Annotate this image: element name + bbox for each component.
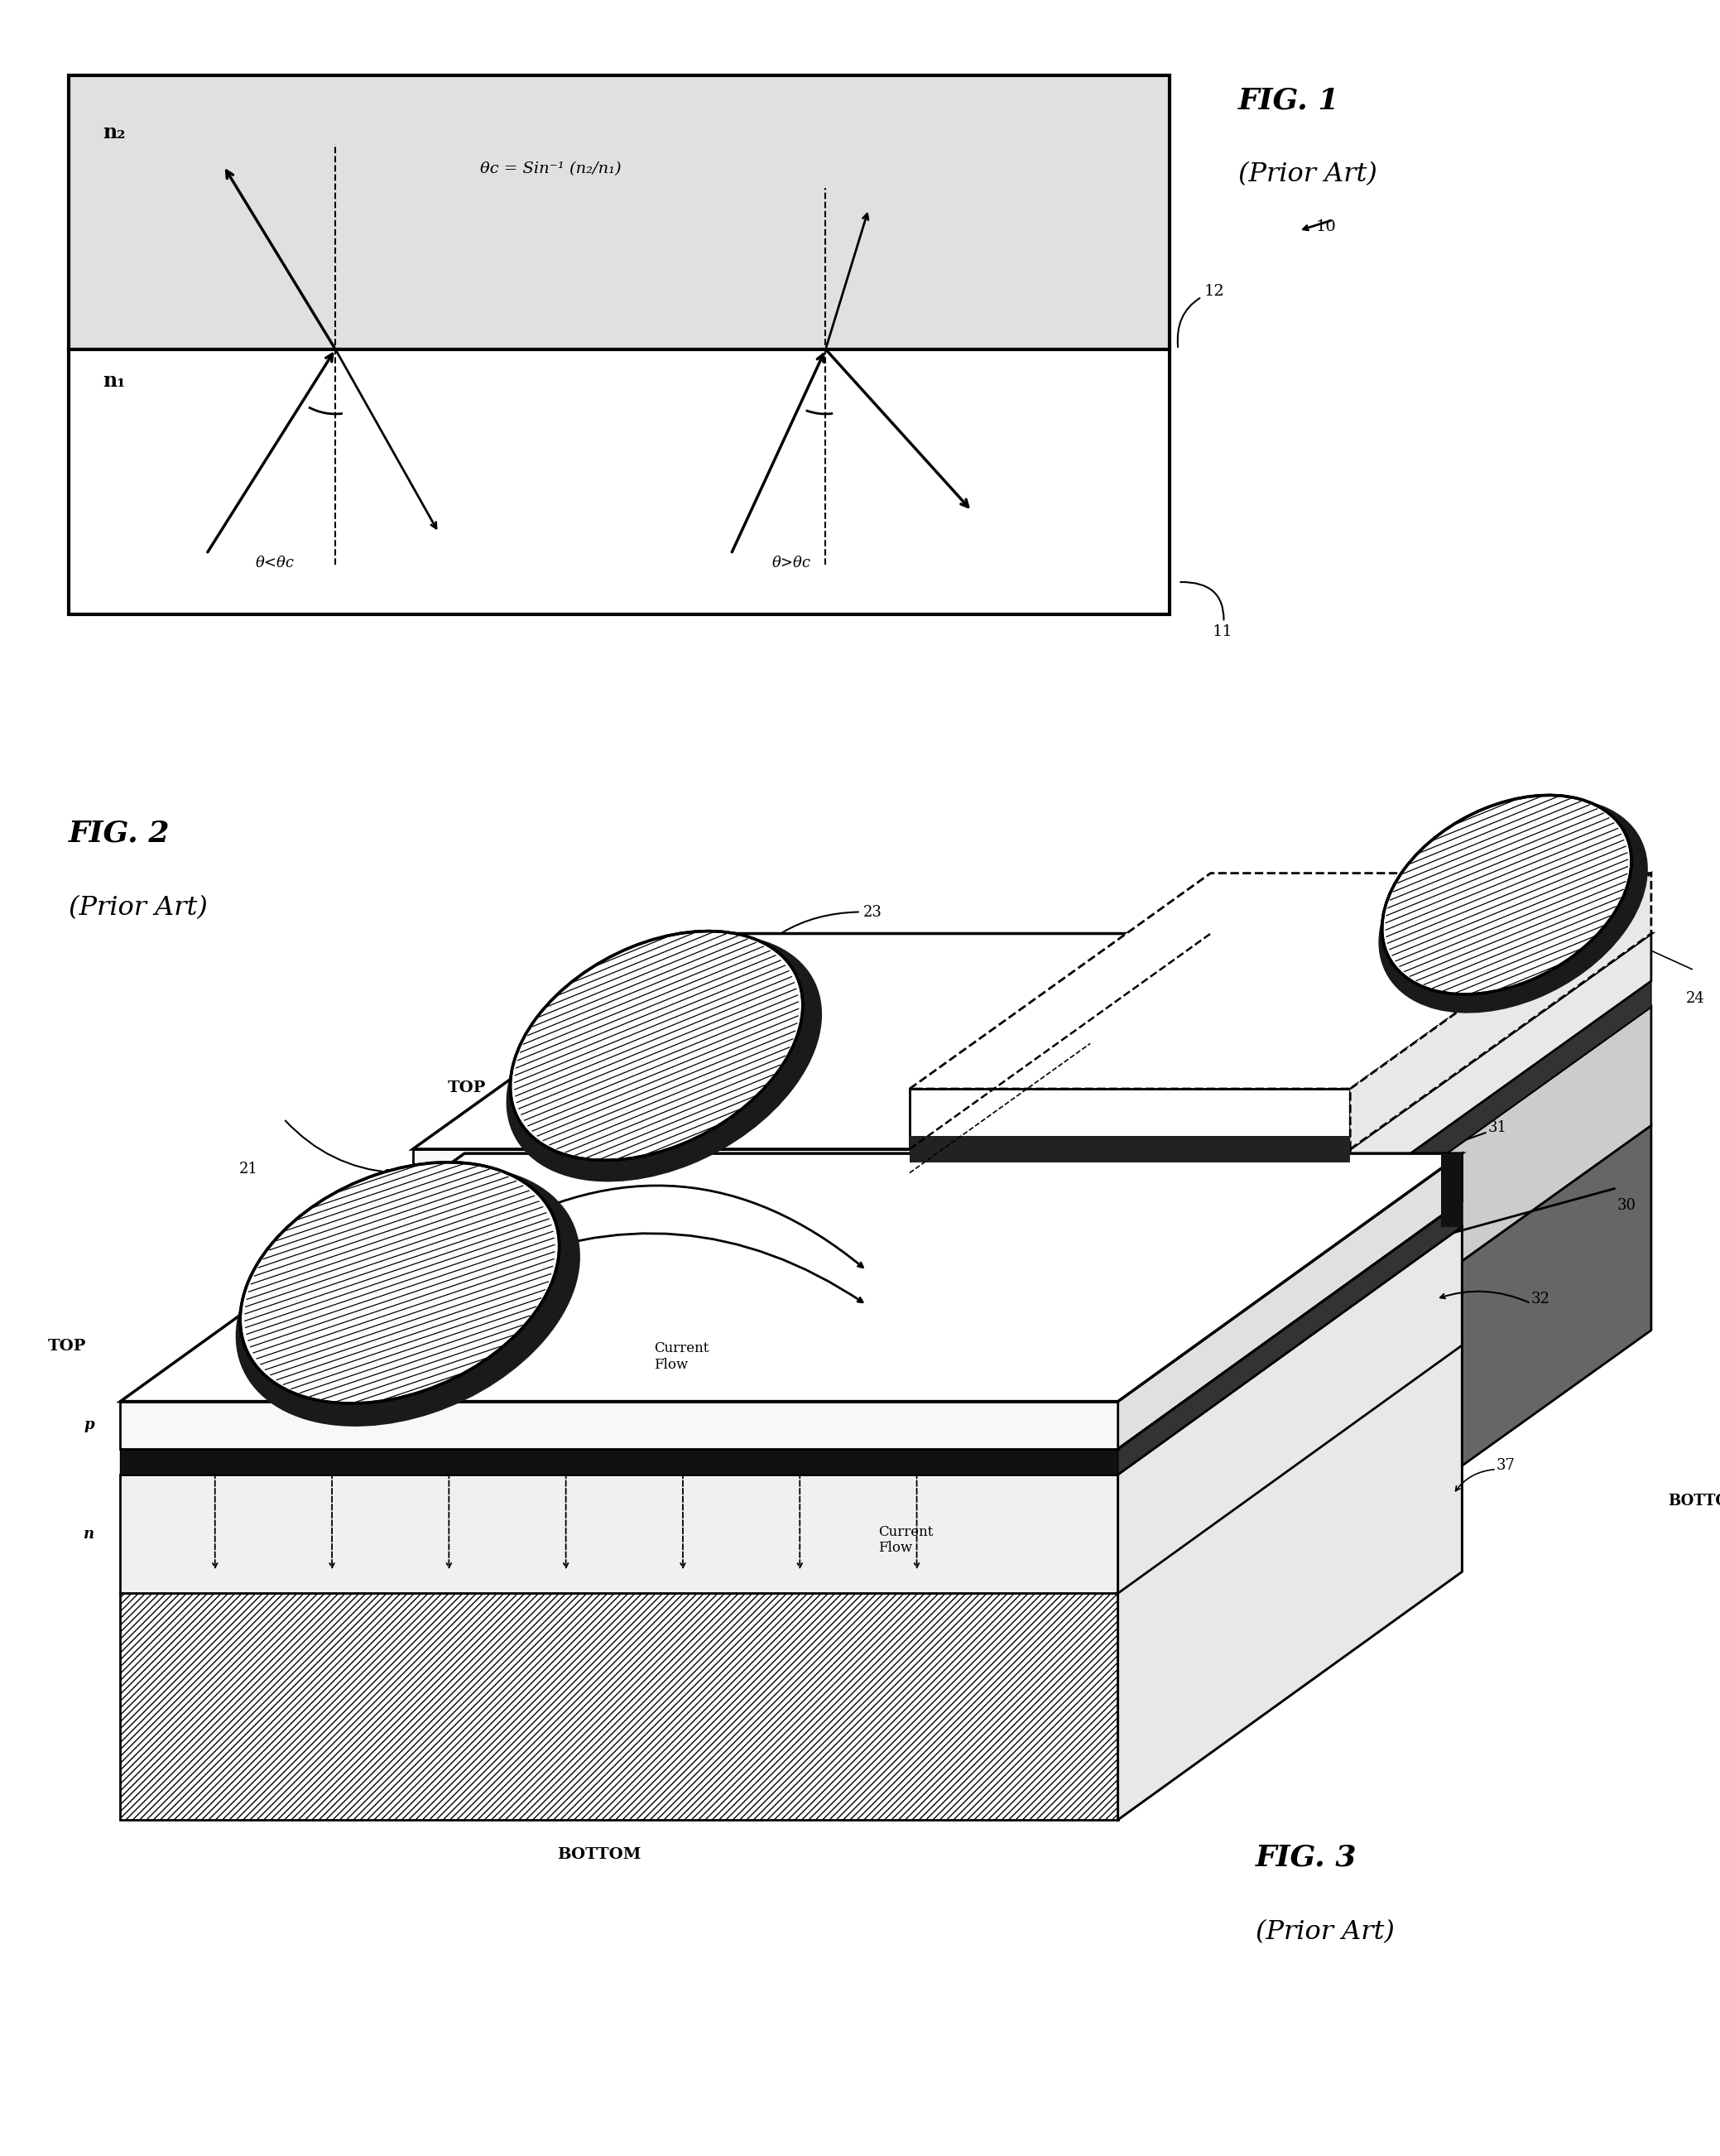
Text: 26: 26 — [877, 1074, 1006, 1156]
Text: (Prior Art): (Prior Art) — [69, 895, 208, 921]
Polygon shape — [413, 1007, 1651, 1222]
Text: 11: 11 — [1180, 582, 1233, 640]
Polygon shape — [413, 1125, 1651, 1341]
Polygon shape — [413, 1341, 1350, 1546]
Text: BOTTOM: BOTTOM — [557, 1848, 642, 1863]
Text: 30: 30 — [1617, 1199, 1636, 1214]
Polygon shape — [1118, 1345, 1462, 1820]
Bar — [69, 349, 1170, 614]
Polygon shape — [1350, 1007, 1651, 1341]
Polygon shape — [910, 1136, 1350, 1162]
Text: BOTTOM: BOTTOM — [1668, 1494, 1720, 1509]
Text: θ<θc: θ<θc — [256, 556, 294, 571]
Text: TOP: TOP — [48, 1339, 86, 1354]
Polygon shape — [1441, 1153, 1462, 1227]
Polygon shape — [413, 934, 1651, 1149]
Polygon shape — [120, 1345, 1462, 1593]
Text: 10: 10 — [1316, 220, 1336, 235]
Text: 21: 21 — [239, 1162, 258, 1177]
Text: 36: 36 — [698, 1337, 798, 1460]
Polygon shape — [413, 934, 1651, 1149]
Polygon shape — [413, 1197, 1350, 1222]
Polygon shape — [1118, 1153, 1462, 1449]
Polygon shape — [413, 1222, 1350, 1341]
Bar — [69, 75, 1170, 349]
Polygon shape — [1118, 1153, 1462, 1820]
Bar — [69, 75, 1170, 614]
Text: 37: 37 — [1496, 1457, 1515, 1473]
Text: FIG. 2: FIG. 2 — [69, 819, 170, 847]
Text: 12: 12 — [1178, 285, 1225, 347]
Text: n: n — [384, 1274, 396, 1289]
Text: (Prior Art): (Prior Art) — [1238, 162, 1378, 188]
Text: 28: 28 — [1496, 923, 1515, 938]
Polygon shape — [1350, 1125, 1651, 1546]
Text: FIG. 3: FIG. 3 — [1256, 1843, 1357, 1871]
Polygon shape — [1350, 873, 1651, 1149]
Text: 32: 32 — [1531, 1291, 1550, 1307]
Text: 33: 33 — [487, 1153, 616, 1238]
Polygon shape — [120, 1475, 1118, 1593]
Text: Current
Flow: Current Flow — [654, 1341, 709, 1371]
Text: p: p — [84, 1419, 95, 1432]
Polygon shape — [120, 1401, 1118, 1449]
Polygon shape — [120, 1449, 1118, 1475]
Polygon shape — [413, 1149, 1350, 1197]
Text: n₂: n₂ — [103, 123, 126, 142]
Polygon shape — [1350, 934, 1651, 1197]
Text: θ>θc: θ>θc — [772, 556, 810, 571]
Text: (Prior Art): (Prior Art) — [1256, 1919, 1395, 1945]
Polygon shape — [1118, 1201, 1462, 1475]
Ellipse shape — [506, 934, 822, 1181]
Polygon shape — [910, 873, 1651, 1089]
Polygon shape — [120, 1593, 1118, 1820]
Text: Current
Flow: Current Flow — [879, 1524, 934, 1554]
Text: 22: 22 — [291, 1434, 310, 1449]
Polygon shape — [1118, 1227, 1462, 1593]
Text: n: n — [84, 1526, 95, 1542]
Ellipse shape — [1381, 796, 1632, 994]
Text: θc = Sin⁻¹ (n₂/n₁): θc = Sin⁻¹ (n₂/n₁) — [480, 162, 621, 177]
Polygon shape — [910, 1089, 1350, 1149]
Text: 31: 31 — [1488, 1121, 1507, 1136]
Ellipse shape — [241, 1162, 559, 1404]
Text: 27: 27 — [499, 1574, 518, 1589]
Text: 23: 23 — [726, 906, 882, 990]
Ellipse shape — [236, 1166, 580, 1427]
Polygon shape — [120, 1153, 1462, 1401]
Ellipse shape — [1378, 798, 1648, 1013]
Ellipse shape — [511, 931, 803, 1160]
Text: n₁: n₁ — [103, 371, 126, 390]
Text: p: p — [384, 1166, 396, 1179]
Text: 20: 20 — [136, 1514, 155, 1529]
Text: 24: 24 — [1686, 992, 1705, 1007]
Text: TOP: TOP — [447, 1080, 485, 1095]
Polygon shape — [1350, 981, 1651, 1222]
Text: FIG. 1: FIG. 1 — [1238, 86, 1340, 114]
